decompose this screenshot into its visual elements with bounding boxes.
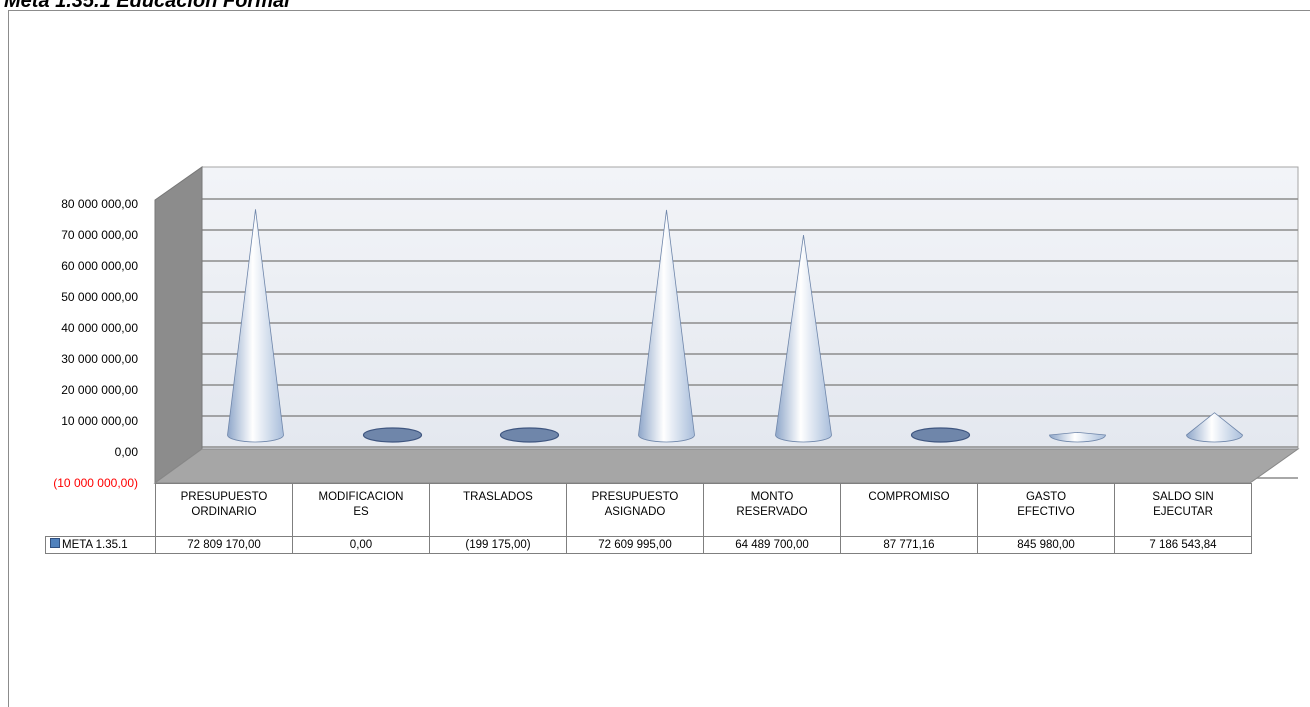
cone-base — [499, 427, 560, 443]
value-cell: 72 809 170,00 — [155, 536, 293, 554]
y-tick-label: 30 000 000,00 — [61, 352, 138, 366]
value-cell: (199 175,00) — [429, 536, 567, 554]
value-cell: 7 186 543,84 — [1114, 536, 1252, 554]
legend-label: META 1.35.1 — [62, 539, 128, 551]
floor — [153, 448, 1300, 484]
value-cell-text: (199 175,00) — [465, 539, 531, 551]
value-cell-text: 72 609 995,00 — [598, 539, 672, 551]
value-cell-text: 72 809 170,00 — [187, 539, 261, 551]
x-tick-label: PRESUPUESTO ASIGNADO — [566, 483, 704, 537]
chart-frame — [8, 10, 1310, 707]
x-tick-label: SALDO SIN EJECUTAR — [1114, 483, 1252, 537]
x-tick-label-text: COMPROMISO — [868, 491, 950, 503]
y-tick-label: 20 000 000,00 — [61, 383, 138, 397]
x-tick-label-text: PRESUPUESTO ORDINARIO — [180, 491, 268, 518]
cone-base — [910, 427, 971, 443]
value-cell: 72 609 995,00 — [566, 536, 704, 554]
x-tick-label-text: GASTO EFECTIVO — [1017, 491, 1075, 518]
value-cell: 87 771,16 — [840, 536, 978, 554]
cone-body — [1049, 431, 1106, 443]
y-tick-label: 80 000 000,00 — [61, 197, 138, 211]
value-cell: 845 980,00 — [977, 536, 1115, 554]
value-cell: 0,00 — [292, 536, 430, 554]
legend-swatch — [50, 538, 60, 548]
value-cell-text: 87 771,16 — [883, 539, 935, 551]
side-wall — [154, 166, 203, 484]
value-cell-text: 0,00 — [349, 539, 373, 551]
x-tick-label: PRESUPUESTO ORDINARIO — [155, 483, 293, 537]
cone — [1049, 431, 1106, 443]
legend-cell: META 1.35.1 — [45, 536, 156, 554]
y-tick-label: 0,00 — [115, 445, 139, 459]
x-tick-label-text: SALDO SIN EJECUTAR — [1152, 491, 1214, 518]
cone-body — [227, 209, 284, 443]
cone-body — [638, 209, 695, 443]
x-tick-label: MONTO RESERVADO — [703, 483, 841, 537]
value-cell-text: 7 186 543,84 — [1149, 539, 1217, 551]
cone-base — [362, 427, 423, 443]
y-tick-label: 70 000 000,00 — [61, 228, 138, 242]
x-tick-label-text: TRASLADOS — [463, 491, 533, 503]
x-tick-label-text: PRESUPUESTO ASIGNADO — [591, 491, 679, 518]
back-wall — [201, 166, 1299, 450]
x-tick-label: TRASLADOS — [429, 483, 567, 537]
y-tick-label: 60 000 000,00 — [61, 259, 138, 273]
cone — [227, 209, 284, 443]
y-tick-label: 50 000 000,00 — [61, 290, 138, 304]
x-tick-label-text: MONTO RESERVADO — [736, 491, 808, 518]
cone — [638, 209, 695, 443]
cone — [775, 235, 832, 443]
value-cell-text: 64 489 700,00 — [735, 539, 809, 551]
x-tick-label: GASTO EFECTIVO — [977, 483, 1115, 537]
value-cell: 64 489 700,00 — [703, 536, 841, 554]
cone-body — [775, 235, 832, 443]
cone — [499, 427, 560, 443]
x-tick-label: COMPROMISO — [840, 483, 978, 537]
cone — [362, 427, 423, 443]
x-tick-label: MODIFICACIONES — [292, 483, 430, 537]
y-tick-label: (10 000 000,00) — [53, 476, 138, 490]
x-tick-label-text: MODIFICACIONES — [318, 491, 404, 518]
cone-body — [1186, 412, 1243, 443]
value-cell-text: 845 980,00 — [1017, 539, 1075, 551]
cone — [1186, 412, 1243, 443]
chart-title: Meta 1.35.1 Educación Formal — [4, 0, 290, 12]
y-tick-label: 40 000 000,00 — [61, 321, 138, 335]
y-tick-label: 10 000 000,00 — [61, 414, 138, 428]
cone — [910, 427, 971, 443]
